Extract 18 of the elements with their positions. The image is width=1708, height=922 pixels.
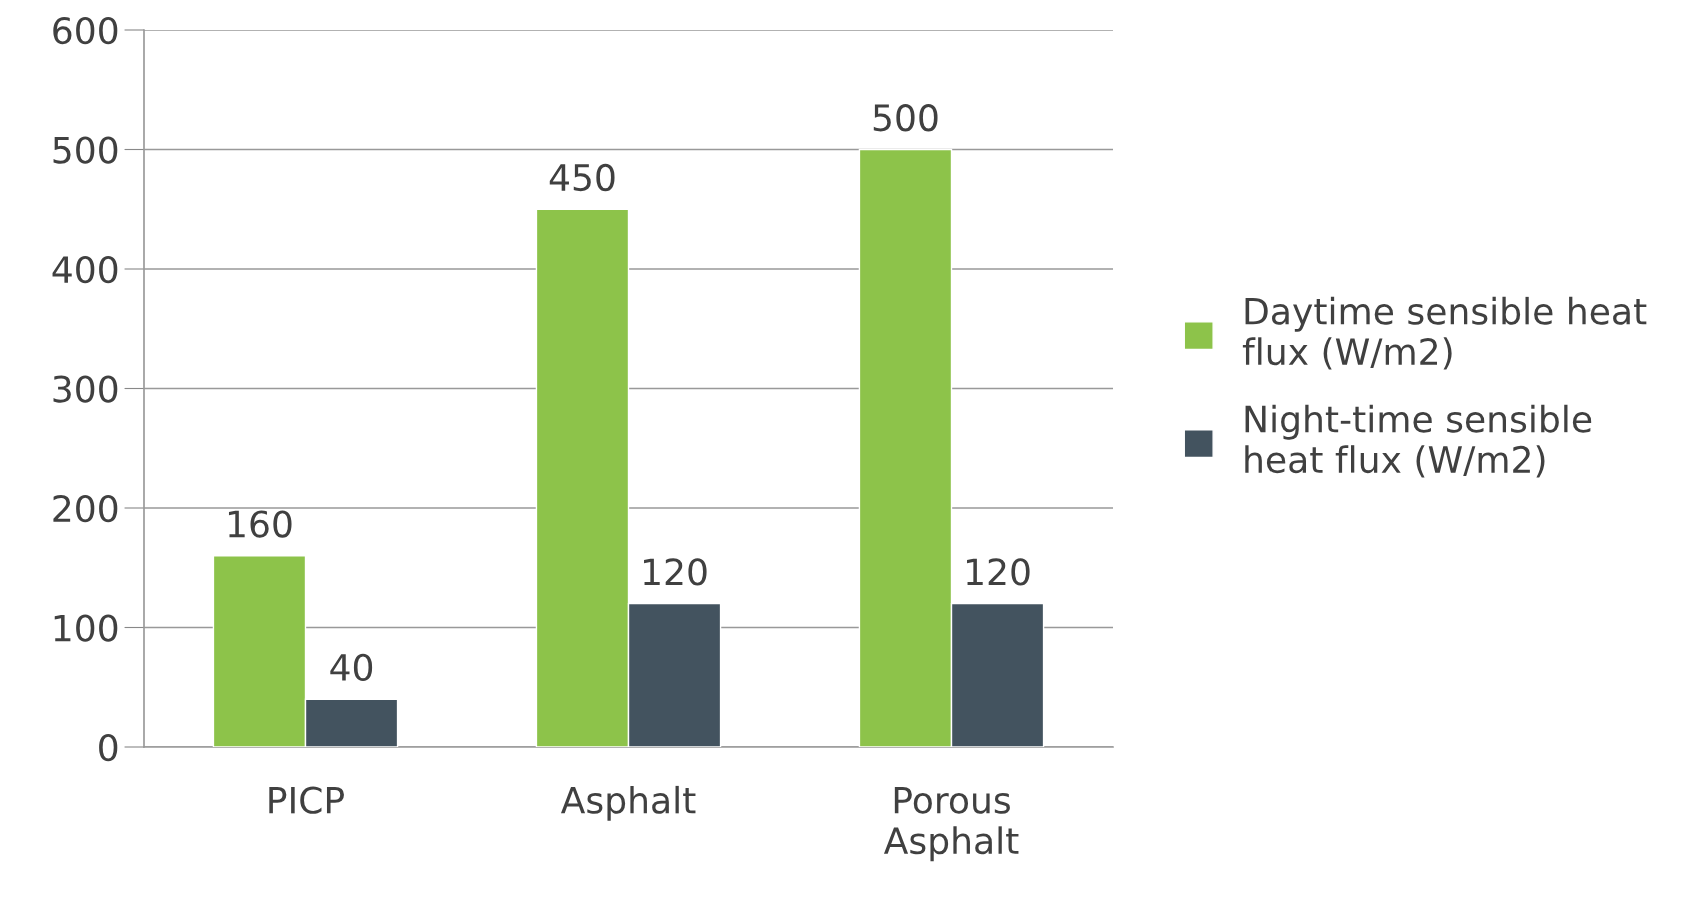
data-label: 160 — [228, 510, 292, 538]
data-label: 120 — [967, 558, 1030, 586]
data-label: 120 — [644, 558, 707, 586]
legend-label: Daytime sensible heat flux (W/m2) — [1242, 296, 1647, 370]
legend-label: Night-time sensible heat flux (W/m2) — [1245, 404, 1592, 478]
y-tick-label: 0 — [99, 733, 118, 762]
y-tick-label: 100 — [54, 614, 118, 642]
y-tick-label: 200 — [53, 494, 118, 523]
data-label: 450 — [549, 163, 615, 192]
y-tick-label: 300 — [53, 375, 118, 403]
y-tick-label: 600 — [53, 16, 118, 45]
x-tick-label: Asphalt — [560, 785, 696, 821]
y-tick-label: 400 — [52, 255, 118, 284]
data-label: 40 — [330, 653, 373, 682]
x-tick-label: PICP — [269, 786, 344, 814]
data-label: 500 — [873, 104, 938, 132]
y-tick-label: 500 — [53, 136, 118, 164]
x-tick-label: Porous Asphalt — [883, 787, 1019, 862]
